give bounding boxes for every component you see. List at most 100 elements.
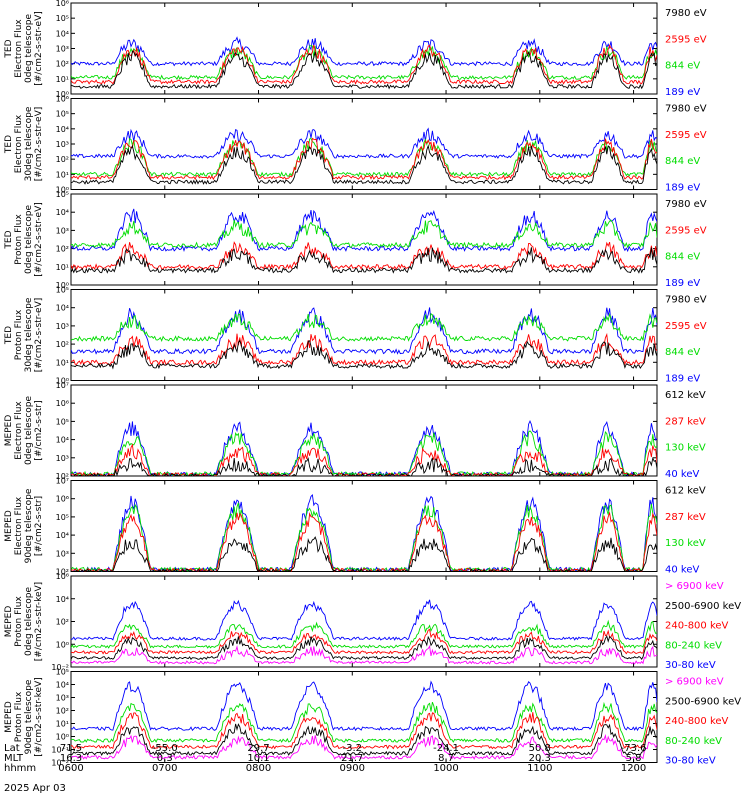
footer-lat: 50.8 (529, 743, 551, 754)
y-tick-label: 10⁻² (51, 663, 69, 672)
y-axis-label-line: MEPED (4, 510, 14, 542)
y-tick-label: 10⁴ (56, 125, 69, 134)
series-trace-130-kev (71, 502, 657, 572)
y-tick-label: 10⁶ (56, 399, 69, 408)
legend-entry: 7980 eV (665, 8, 707, 19)
legend-entry: 844 eV (665, 156, 700, 167)
series-trace-612-kev (71, 456, 657, 476)
footer-hhmm: 1100 (527, 763, 552, 774)
legend-entry: 7980 eV (665, 295, 707, 306)
y-axis-label-line: Proton Flux (14, 309, 24, 360)
footer-lat: -3.2 (343, 743, 363, 754)
y-tick-label: 10⁵ (56, 190, 69, 199)
legend-entry: > 6900 keV (665, 677, 724, 688)
series-trace-40-kev (71, 494, 657, 572)
legend-entry: 844 eV (665, 252, 700, 263)
series-trace-30-80-kev (71, 680, 657, 732)
y-tick-label: 10⁻² (51, 759, 69, 768)
footer-hhmm: 0900 (340, 763, 365, 774)
legend-entry: 189 eV (665, 374, 700, 385)
legend-entry: 7980 eV (665, 104, 707, 115)
y-axis-label-line: MEPED (4, 606, 14, 638)
legend-entry: 240-800 keV (665, 716, 729, 727)
footer-lat: -55.0 (152, 743, 178, 754)
y-tick-label: 10⁶ (56, 0, 69, 8)
series-trace--6900-kev (71, 733, 657, 760)
series-trace-2595-ev (71, 241, 657, 271)
y-tick-label: 10⁶ (56, 95, 69, 104)
y-tick-label: 10⁶ (56, 495, 69, 504)
y-tick-label: 10³ (56, 322, 69, 331)
series-trace-844-ev (71, 137, 657, 178)
y-axis-label: TED Proton Flux 30deg telescope [#/cm2-s-st… (4, 297, 44, 372)
panel-frame (70, 289, 658, 381)
footer-mlt: 5.8 (626, 753, 642, 764)
y-axis-label-line: [#/cm2-s-str-eV] (34, 202, 44, 277)
y-axis-label-line: TED (4, 230, 14, 249)
series-trace--6900-kev (71, 644, 657, 665)
y-tick-label: 10² (56, 568, 69, 577)
series-trace-189-ev (71, 307, 657, 355)
y-axis-label-line: [#/cm2-s-str] (34, 400, 44, 460)
footer-lat: -73.6 (621, 743, 647, 754)
y-tick-label: 10⁴ (56, 436, 69, 445)
y-tick-label: 10⁴ (56, 29, 69, 38)
y-axis-label-line: 90deg telescope (24, 679, 34, 754)
y-tick-label: 10⁰ (56, 281, 69, 290)
y-axis-label: TED Electron Flux 0deg telescope [#/cm2-s-s… (4, 11, 44, 86)
legend-entry: > 6900 keV (665, 581, 724, 592)
footer-hhmm: 0700 (152, 763, 177, 774)
legend-entry: 130 keV (665, 443, 706, 454)
series-trace-287-kev (71, 443, 657, 476)
y-tick-label: 10⁵ (56, 668, 69, 677)
y-axis-label-line: [#/cm2-s-str-eV] (34, 11, 44, 86)
y-tick-label: 10⁰ (56, 377, 69, 386)
series-trace-7980-ev (71, 339, 657, 370)
series-trace-189-ev (71, 208, 657, 253)
y-axis-label-line: [#/cm2-s-str-keV] (34, 677, 44, 756)
y-tick-label: 10² (56, 472, 69, 481)
y-tick-label: 10⁰ (56, 640, 69, 649)
y-tick-label: 10² (56, 707, 69, 716)
series-trace-612-kev (71, 536, 657, 572)
legend-entry: 240-800 keV (665, 621, 729, 632)
y-tick-label: 10⁴ (56, 208, 69, 217)
y-tick-label: 10¹ (56, 358, 69, 367)
series-trace-287-kev (71, 511, 657, 572)
y-tick-label: 10⁵ (56, 110, 69, 119)
legend-entry: 2595 eV (665, 225, 707, 236)
legend-entry: 2595 eV (665, 34, 707, 45)
legend-entry: 40 keV (665, 565, 699, 576)
footer-mlt: 20.3 (529, 753, 551, 764)
panel-frame (70, 671, 658, 763)
y-axis-label: MEPED Electron Flux 90deg telescope [#/cm2-… (4, 488, 44, 563)
y-tick-label: 10¹ (56, 170, 69, 179)
legend-entry: 844 eV (665, 61, 700, 72)
series-trace-189-ev (71, 36, 657, 67)
series-trace-844-ev (71, 312, 657, 343)
panel-frame (70, 2, 658, 95)
y-tick-label: 10⁰ (56, 186, 69, 195)
y-tick-label: 10¹ (56, 720, 69, 729)
series-trace-844-ev (71, 219, 657, 249)
series-trace-2500-6900-kev (71, 635, 657, 661)
y-tick-label: 10⁰ (56, 90, 69, 99)
legend-entry: 287 keV (665, 416, 706, 427)
y-tick-label: 10⁻¹ (51, 746, 69, 755)
series-trace-30-80-kev (71, 599, 657, 641)
legend-entry: 189 eV (665, 87, 700, 98)
panel-frame (70, 384, 658, 477)
legend-entry: 2595 eV (665, 321, 707, 332)
y-axis-label: MEPED Electron Flux 0deg telescope [#/cm2-s… (4, 396, 44, 466)
footer-hhmm: 0800 (246, 763, 271, 774)
legend-entry: 612 keV (665, 390, 706, 401)
y-axis-label-line: 30deg telescope (24, 106, 34, 181)
series-trace-844-ev (71, 45, 657, 81)
legend-entry: 130 keV (665, 538, 706, 549)
y-axis-label-line: [#/cm2-s-str-keV] (34, 582, 44, 661)
legend-entry: 612 keV (665, 486, 706, 497)
panel-frame (70, 193, 658, 286)
y-axis-label-line: Proton Flux (14, 596, 24, 647)
series-trace-2595-ev (71, 44, 657, 85)
y-tick-label: 10⁷ (56, 477, 69, 486)
